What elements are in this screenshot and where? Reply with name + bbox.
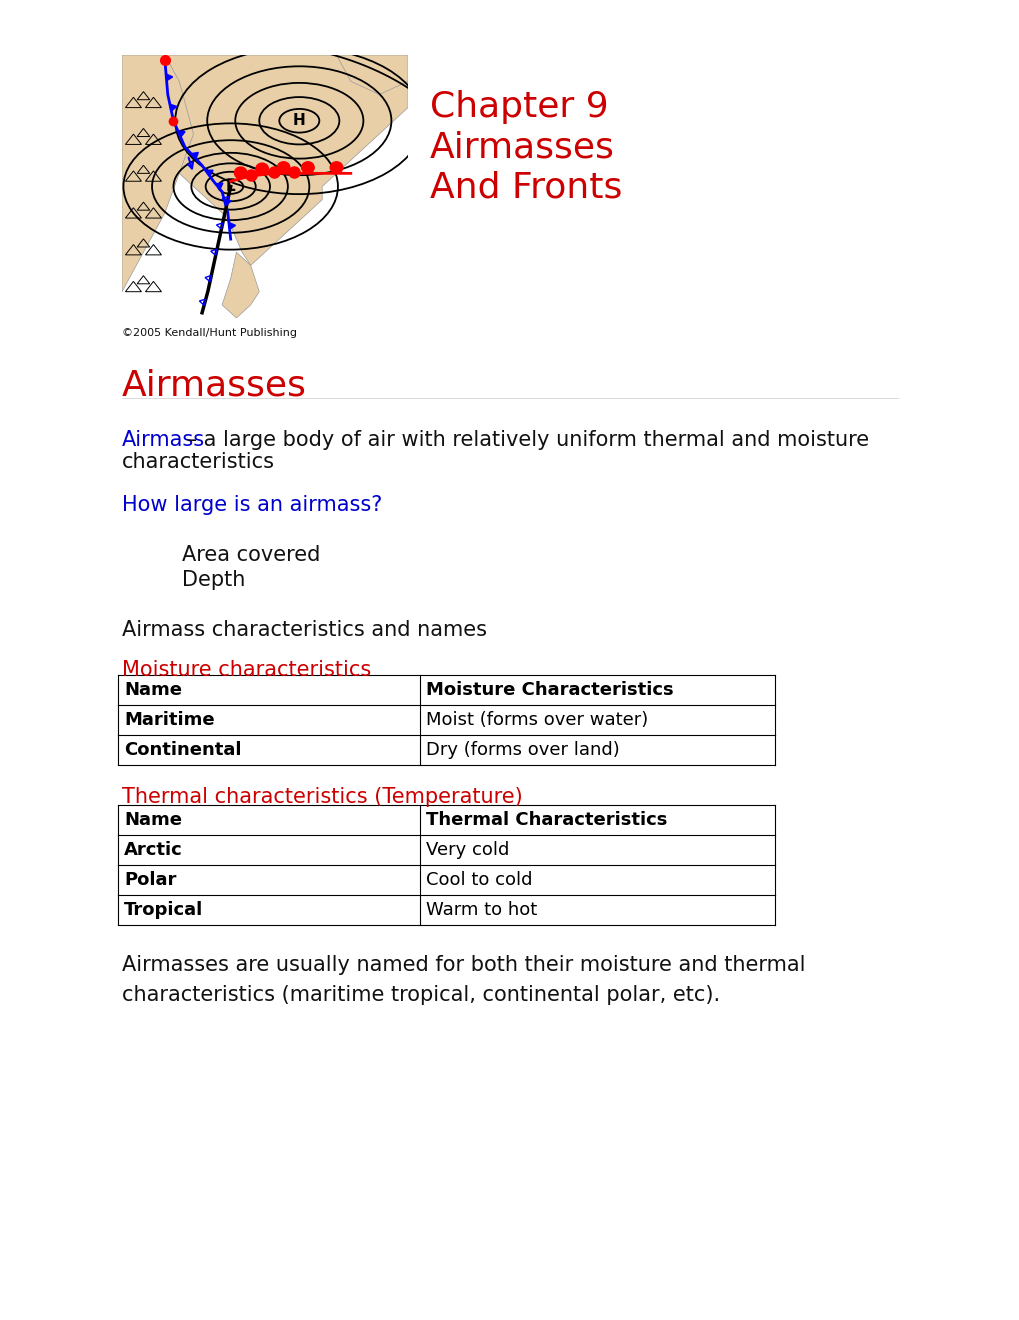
Text: Airmasses are usually named for both their moisture and thermal
characteristics : Airmasses are usually named for both the…: [122, 954, 805, 1005]
Text: Airmasses: Airmasses: [122, 368, 307, 403]
Text: Moist (forms over water): Moist (forms over water): [426, 711, 648, 729]
Polygon shape: [224, 199, 231, 206]
Polygon shape: [165, 55, 408, 265]
Polygon shape: [206, 170, 213, 177]
Circle shape: [302, 162, 314, 173]
Text: Thermal Characteristics: Thermal Characteristics: [426, 810, 666, 829]
Text: Depth: Depth: [181, 570, 246, 590]
Text: Dry (forms over land): Dry (forms over land): [426, 741, 620, 759]
Circle shape: [234, 168, 247, 178]
Text: Chapter 9: Chapter 9: [430, 90, 608, 124]
Text: How large is an airmass?: How large is an airmass?: [122, 495, 382, 515]
Text: H: H: [292, 114, 306, 128]
Polygon shape: [191, 153, 198, 158]
Text: Moisture characteristics: Moisture characteristics: [122, 660, 371, 680]
Text: – a large body of air with relatively uniform thermal and moisture: – a large body of air with relatively un…: [179, 430, 868, 450]
Circle shape: [256, 164, 268, 174]
Polygon shape: [177, 131, 184, 137]
Text: Tropical: Tropical: [124, 902, 203, 919]
Text: Cool to cold: Cool to cold: [426, 871, 532, 888]
Text: Maritime: Maritime: [124, 711, 214, 729]
Text: Warm to hot: Warm to hot: [426, 902, 537, 919]
Text: Arctic: Arctic: [124, 841, 182, 859]
Text: Moisture Characteristics: Moisture Characteristics: [426, 681, 673, 700]
Text: L: L: [225, 180, 235, 194]
Text: Polar: Polar: [124, 871, 176, 888]
Text: characteristics: characteristics: [122, 451, 275, 473]
Text: Area covered: Area covered: [181, 545, 320, 565]
Text: Airmasses: Airmasses: [430, 129, 614, 164]
Text: Name: Name: [124, 810, 181, 829]
Text: Very cold: Very cold: [426, 841, 508, 859]
Polygon shape: [336, 55, 408, 95]
Polygon shape: [228, 223, 235, 230]
Text: Thermal characteristics (Temperature): Thermal characteristics (Temperature): [122, 787, 523, 807]
Circle shape: [277, 162, 289, 173]
Text: ©2005 Kendall/Hunt Publishing: ©2005 Kendall/Hunt Publishing: [122, 327, 297, 338]
Text: Continental: Continental: [124, 741, 242, 759]
Circle shape: [330, 162, 342, 173]
Polygon shape: [215, 183, 222, 189]
Polygon shape: [122, 55, 194, 292]
Text: Name: Name: [124, 681, 181, 700]
Polygon shape: [166, 74, 172, 81]
Text: Airmass characteristics and names: Airmass characteristics and names: [122, 620, 486, 640]
Polygon shape: [222, 252, 259, 318]
Text: And Fronts: And Fronts: [430, 170, 622, 205]
Text: Airmass: Airmass: [122, 430, 205, 450]
Polygon shape: [170, 104, 176, 111]
